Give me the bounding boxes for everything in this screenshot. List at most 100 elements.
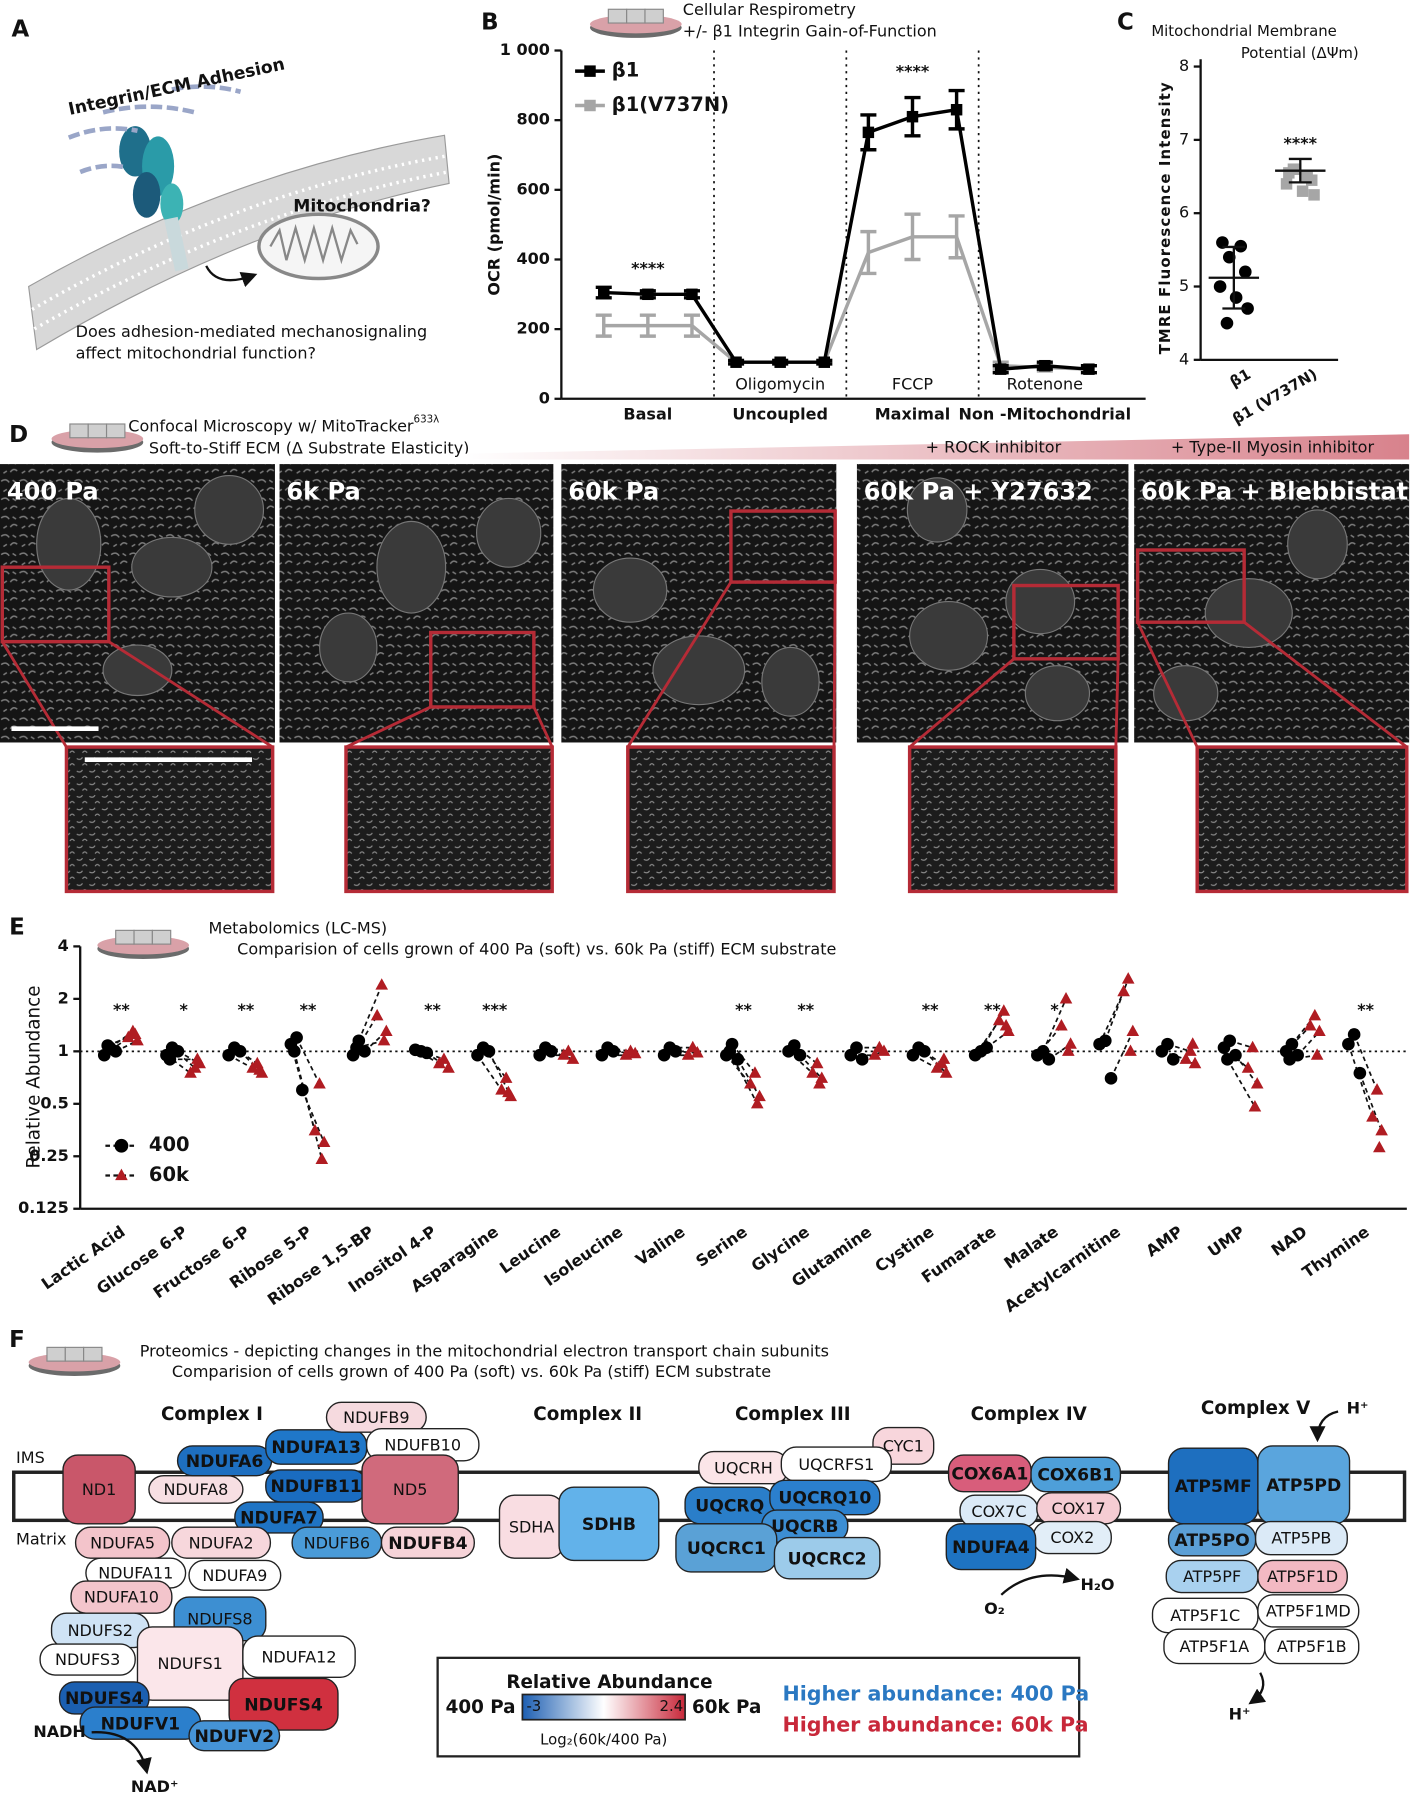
pair-line [1347,1043,1374,1118]
cell [83,1346,103,1362]
compartment-label: Matrix [16,1529,66,1548]
marker [1083,363,1095,375]
point [1308,1008,1322,1021]
pair-line [1359,1072,1383,1132]
zoom-box [729,509,837,584]
cell-icon [97,929,190,959]
point [420,1046,434,1060]
panel-label: A [11,16,29,42]
point [350,1041,363,1054]
point [1126,1024,1140,1037]
point [163,1053,177,1066]
subunit-label: NDUFA5 [90,1533,155,1552]
point [930,1061,944,1073]
y-tick-label: 400 [516,249,549,268]
point [877,1044,891,1056]
subunit-label: NDUFB9 [343,1408,409,1427]
pair-line [1353,1034,1378,1091]
pair-line [793,1044,818,1065]
subunit-label: NDUFA10 [84,1588,159,1607]
point [471,1048,484,1062]
cell [87,423,108,439]
subunit [945,1523,1037,1571]
subunit-label: COX7C [971,1502,1026,1521]
subunit [39,1643,136,1676]
marker [950,103,963,116]
x-tick-label: Valine [632,1222,689,1270]
marker [906,110,919,123]
subunit-label: NDUFS3 [55,1650,120,1669]
point [317,1135,331,1148]
point [222,1048,235,1062]
question: Does adhesion-mediated mechanosignaling [76,322,428,341]
point [1229,291,1243,304]
pair-line [1226,1058,1256,1108]
point [1121,972,1135,984]
condition-label: 60k Pa + Blebbistatin [1141,478,1416,506]
point [191,1052,204,1064]
subunit-label: SDHA [509,1517,555,1536]
arrow [1309,1410,1339,1443]
y-axis-label: OCR (pmol/min) [484,154,503,296]
y-tick-label: 7 [1179,129,1189,148]
marker [862,126,875,139]
subunit-label: COX2 [1050,1528,1094,1547]
x-tick-label: Ribose 1,5-BP [264,1222,378,1310]
subunit-label: ATP5PD [1266,1476,1341,1496]
subunit [361,1454,459,1525]
legend-marker [584,99,596,112]
arrow [1248,1672,1267,1705]
point [296,1083,309,1097]
chart-title: Mitochondrial Membrane [1151,22,1336,40]
subunit-label: ATP5F1MD [1266,1602,1351,1621]
subunit-label: ATP5PF [1183,1567,1241,1586]
pair-line [1285,1025,1311,1052]
point [1222,250,1236,264]
y-tick-label: 2 [58,988,69,1007]
subunit-label: NDUFA12 [261,1647,336,1666]
molecule: NADH [33,1722,85,1741]
title-superscript: 633λ [414,413,440,425]
subunit-label: NDUFS1 [158,1654,223,1673]
subunit-label: ATP5PO [1174,1531,1249,1551]
nucleus [592,557,668,623]
zoom-connector [1114,658,1120,748]
complex-label: Complex IV [971,1404,1088,1425]
legend-label: 60k [149,1163,190,1186]
molecule: H⁺ [1229,1705,1251,1724]
point [744,1077,757,1089]
point [669,1045,682,1058]
point [1059,991,1073,1004]
zoom-connector [345,705,432,749]
subunit-label: UQCRC1 [687,1539,766,1559]
subunit-label: UQCRC2 [788,1549,867,1569]
y-tick-label: 0.125 [18,1198,69,1217]
pair-line [1291,1015,1316,1045]
point [233,1045,247,1058]
panel-label: B [481,10,498,36]
point [731,1053,745,1066]
pair-line [1036,1025,1063,1056]
point [750,1096,764,1109]
x-tick-label: Acetylcarnitine [1001,1222,1124,1316]
subunit [228,1677,339,1731]
scale-low-label: 400 Pa [446,1697,516,1718]
point [806,1066,819,1078]
point [1186,1037,1200,1049]
y-axis-label: Relative Abundance [23,986,44,1169]
error-bar [1288,157,1312,184]
point [939,1066,953,1078]
cell-icon [590,8,682,38]
subunit-label: UQCRQ10 [778,1489,871,1509]
nucleus [36,497,102,591]
point [482,1045,496,1058]
point [97,1048,111,1062]
subunit-label: UQCRH [714,1458,773,1477]
subunit-label: COX6A1 [951,1465,1028,1485]
point [1287,163,1300,175]
inset-texture [627,747,835,892]
subunit [380,1526,475,1559]
subunit [242,1635,356,1678]
subunit-label: NDUFS2 [68,1621,133,1640]
